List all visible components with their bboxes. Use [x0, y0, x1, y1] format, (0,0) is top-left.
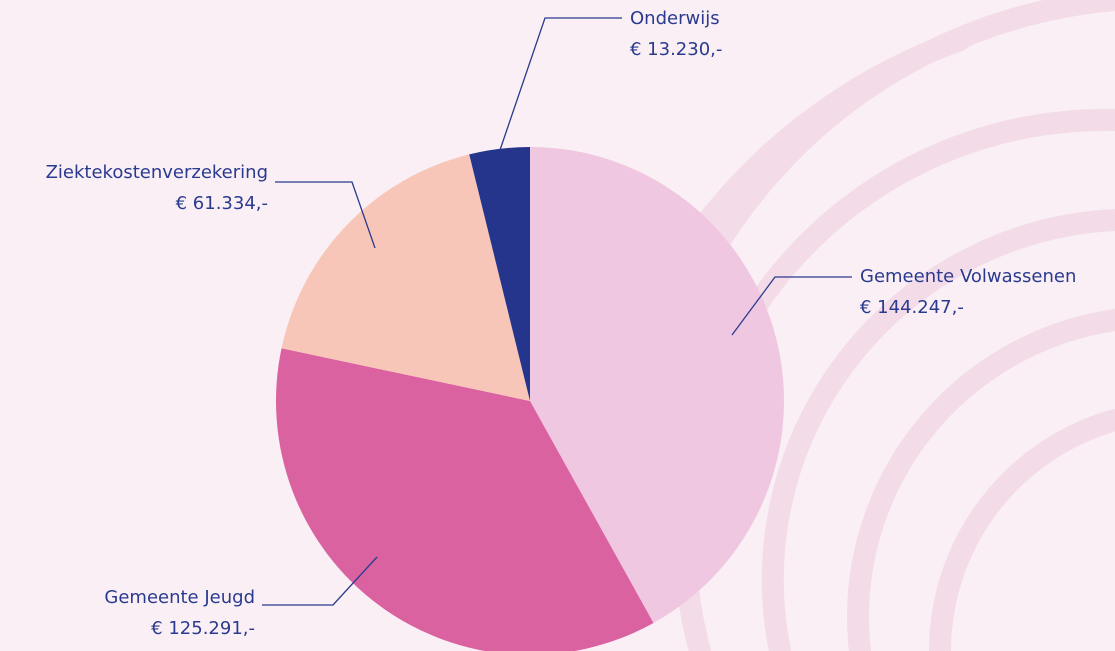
leader-line: [731, 276, 852, 336]
slice-label: Gemeente Jeugd: [104, 587, 255, 608]
slice-label: Gemeente Volwassenen: [860, 266, 1076, 287]
value-label: € 125.291,-: [151, 618, 255, 639]
value-label: € 144.247,-: [860, 297, 964, 318]
slice-label: Onderwijs: [630, 8, 720, 29]
leader-line: [499, 17, 622, 151]
pie-slice: [281, 154, 530, 401]
leader-line: [275, 181, 376, 249]
labels: Gemeente Volwassenen € 144.247,- Gemeente …: [46, 8, 1077, 639]
pie-slice: [530, 147, 784, 623]
leader-line: [262, 556, 378, 606]
pie-slice: [275, 348, 654, 651]
pie: [275, 147, 784, 651]
pie-slice: [469, 147, 530, 401]
value-label: € 61.334,-: [176, 193, 268, 214]
value-label: € 13.230,-: [630, 39, 722, 60]
slice-label: Ziektekostenverzekering: [46, 162, 268, 183]
